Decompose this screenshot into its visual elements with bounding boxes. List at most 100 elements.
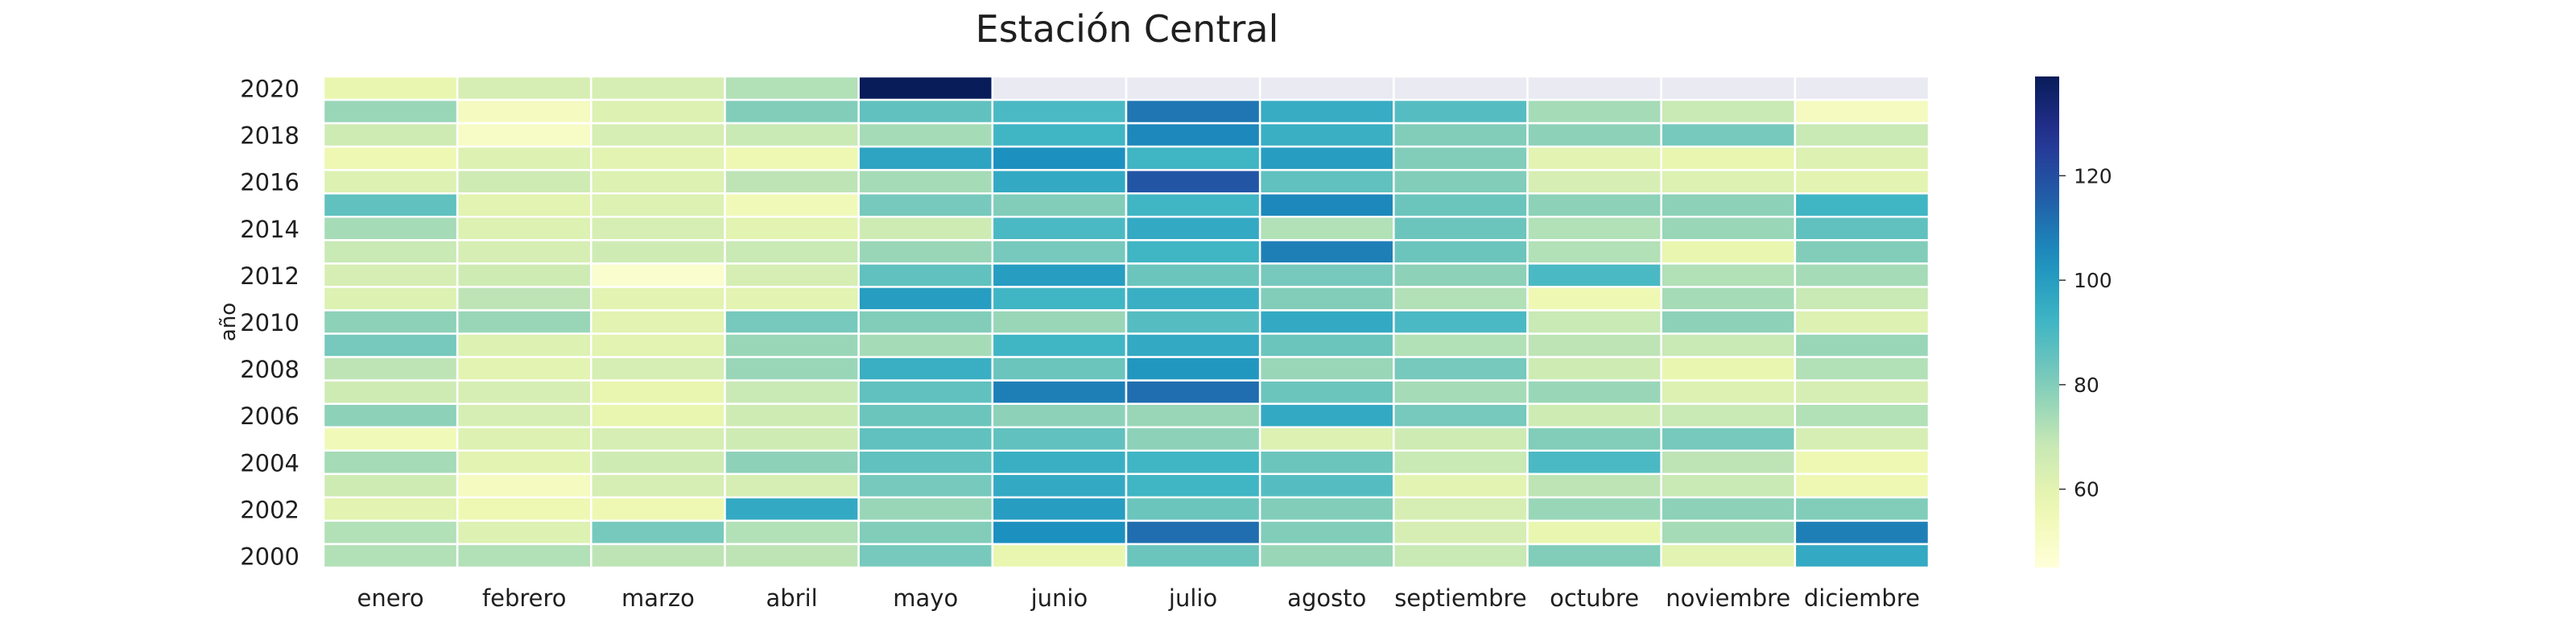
heatmap-cell — [322, 75, 459, 101]
chart-title: Estación Central — [976, 7, 1279, 51]
heatmap-cell — [1660, 543, 1797, 569]
heatmap-cell — [724, 98, 860, 125]
heatmap-cell — [590, 216, 726, 242]
heatmap-cell — [991, 426, 1128, 452]
heatmap-cell — [991, 332, 1128, 358]
heatmap-cell — [456, 449, 592, 476]
heatmap-cell — [590, 192, 726, 218]
heatmap-cell — [1526, 75, 1662, 101]
heatmap-cell — [322, 192, 459, 218]
y-tick-label: 2006 — [240, 402, 299, 430]
heatmap-cell — [1660, 216, 1797, 242]
heatmap-cell — [724, 286, 860, 312]
heatmap-cell — [991, 286, 1128, 312]
x-tick-label: julio — [1168, 584, 1217, 612]
heatmap-cell — [1660, 286, 1797, 312]
heatmap-cell — [456, 168, 592, 195]
heatmap-cell — [1660, 309, 1797, 335]
heatmap-cell — [1794, 473, 1930, 499]
heatmap-cell — [857, 402, 994, 428]
x-tick-label: septiembre — [1394, 584, 1526, 612]
heatmap-cell — [1794, 496, 1930, 522]
heatmap-cell — [857, 356, 994, 382]
heatmap-cell — [991, 75, 1128, 101]
heatmap-cell — [1258, 402, 1395, 428]
heatmap-cell — [1660, 356, 1797, 382]
heatmap-cell — [590, 309, 726, 335]
heatmap-cell — [1393, 309, 1529, 335]
heatmap-cell — [857, 379, 994, 405]
heatmap-cell — [456, 426, 592, 452]
heatmap-cell — [590, 519, 726, 546]
x-tick-label: junio — [1030, 584, 1088, 612]
heatmap-cell — [1794, 145, 1930, 171]
heatmap-cell — [1393, 543, 1529, 569]
heatmap-cell — [857, 168, 994, 195]
heatmap-cell — [1660, 75, 1797, 101]
heatmap-cell — [322, 168, 459, 195]
heatmap-cell — [1393, 262, 1529, 288]
heatmap-cell — [1660, 145, 1797, 171]
heatmap-cell — [1660, 192, 1797, 218]
heatmap-cell — [857, 309, 994, 335]
heatmap-cell — [590, 332, 726, 358]
heatmap-cell — [1125, 543, 1261, 569]
heatmap-cell — [1526, 356, 1662, 382]
heatmap-cell — [1794, 449, 1930, 476]
heatmap-cell — [857, 122, 994, 148]
heatmap-cell — [1258, 449, 1395, 476]
heatmap-cell — [1660, 426, 1797, 452]
heatmap-cell — [456, 356, 592, 382]
heatmap-cell — [724, 473, 860, 499]
heatmap-cell — [1526, 543, 1662, 569]
heatmap-cell — [456, 286, 592, 312]
heatmap-cell — [456, 402, 592, 428]
heatmap-cell — [1258, 543, 1395, 569]
heatmap-cell — [1794, 75, 1930, 101]
heatmap-cell — [1125, 356, 1261, 382]
heatmap-cell — [857, 449, 994, 476]
heatmap-cell — [456, 309, 592, 335]
heatmap-cell — [1258, 473, 1395, 499]
heatmap-cell — [724, 75, 860, 101]
heatmap-cell — [1526, 216, 1662, 242]
heatmap-cell — [590, 402, 726, 428]
heatmap-cell — [322, 426, 459, 452]
heatmap-cell — [322, 145, 459, 171]
heatmap-cell — [1393, 239, 1529, 265]
y-axis-label: año — [217, 303, 241, 341]
heatmap-cell — [991, 98, 1128, 125]
heatmap-cell — [1258, 145, 1395, 171]
heatmap-cell — [1258, 356, 1395, 382]
heatmap-cell — [1526, 145, 1662, 171]
colorbar-gradient — [2035, 76, 2059, 568]
heatmap-cell — [1660, 239, 1797, 265]
heatmap-cell — [1660, 496, 1797, 522]
x-tick-label: noviembre — [1666, 584, 1790, 612]
heatmap-cell — [1660, 379, 1797, 405]
heatmap-cell — [991, 309, 1128, 335]
heatmap-cell — [1660, 168, 1797, 195]
heatmap-cell — [456, 262, 592, 288]
heatmap-cell — [724, 332, 860, 358]
colorbar-tick-label: 120 — [2074, 164, 2112, 188]
heatmap-cell — [590, 473, 726, 499]
heatmap-cell — [991, 145, 1128, 171]
heatmap-cell — [1794, 543, 1930, 569]
heatmap-cell — [1393, 75, 1529, 101]
heatmap-cell — [857, 473, 994, 499]
heatmap-cell — [1125, 426, 1261, 452]
colorbar-tick-label: 80 — [2074, 374, 2099, 397]
heatmap-cell — [724, 519, 860, 546]
heatmap-cell — [724, 309, 860, 335]
heatmap-cell — [1258, 168, 1395, 195]
heatmap-cell — [590, 122, 726, 148]
heatmap-cell — [991, 216, 1128, 242]
heatmap-cell — [590, 98, 726, 125]
heatmap-cell — [1526, 98, 1662, 125]
heatmap-cell — [1258, 332, 1395, 358]
heatmap-cell — [456, 192, 592, 218]
heatmap-cell — [1526, 379, 1662, 405]
heatmap-cell — [590, 449, 726, 476]
